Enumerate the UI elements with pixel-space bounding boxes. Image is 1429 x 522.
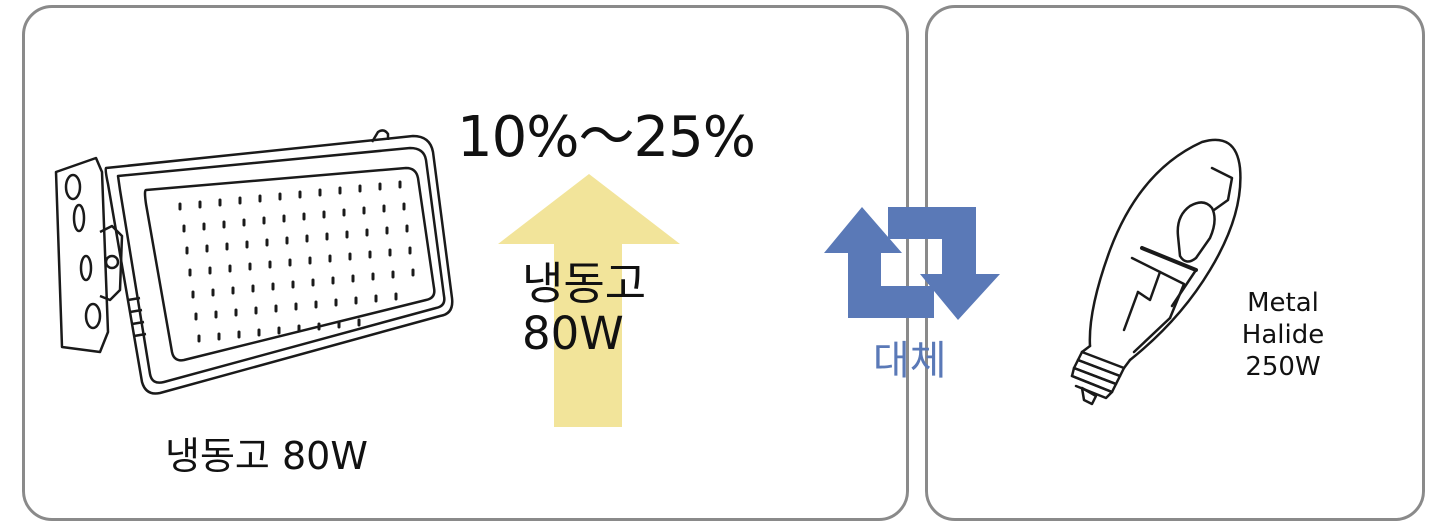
led-floodlight-icon <box>54 129 454 395</box>
swap-arrows-icon <box>824 207 1000 320</box>
product-caption: 냉동고 80W <box>165 434 368 478</box>
replace-divider <box>916 405 919 415</box>
up-arrow-icon <box>498 174 680 427</box>
percent-range-label: 10%～25% <box>457 105 756 170</box>
arrow-product-label: 냉동고 80W <box>522 257 647 360</box>
bulb-label: Metal Halide 250W <box>1241 288 1325 382</box>
replace-label: 대체 <box>873 338 947 384</box>
metal-halide-bulb-icon <box>1070 138 1242 406</box>
left-panel <box>22 5 909 521</box>
